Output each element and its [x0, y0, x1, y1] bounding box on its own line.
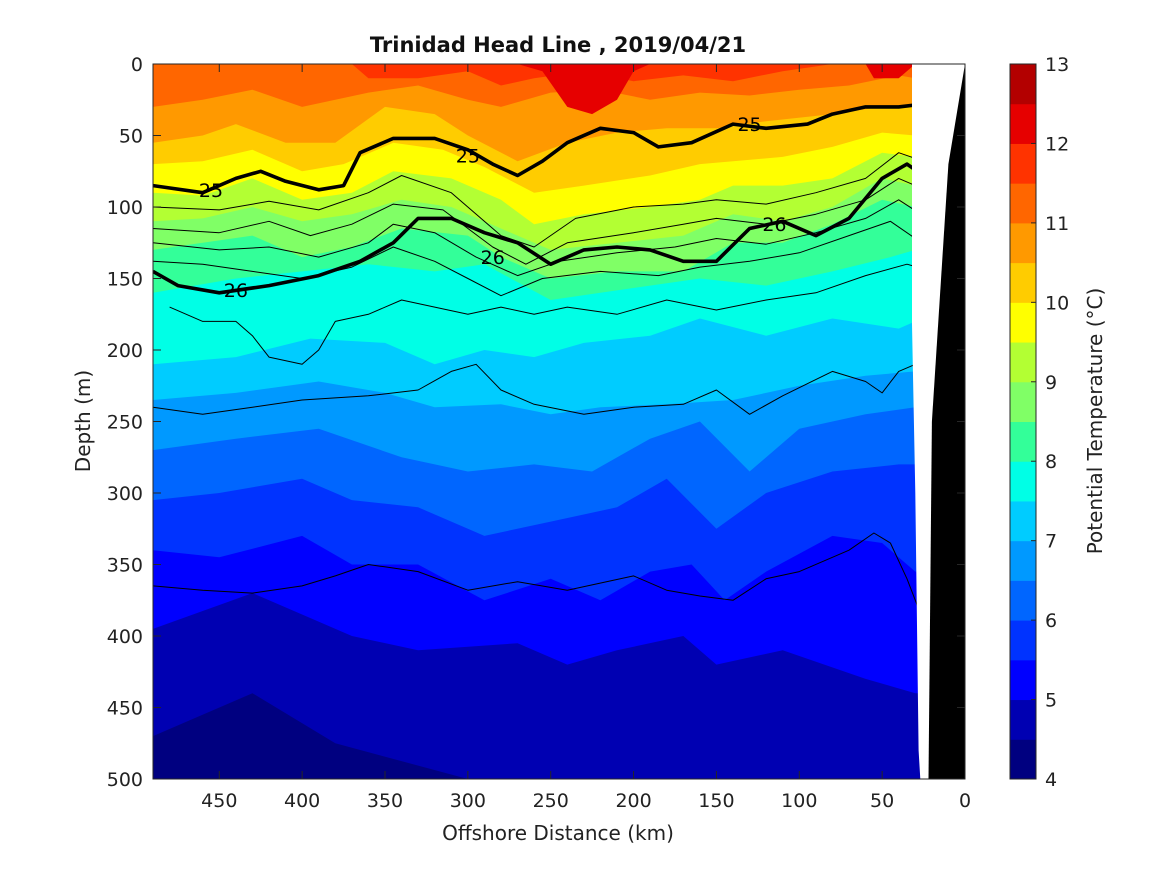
density-contour-thin-3 [153, 220, 933, 297]
x-tick-label: 0 [959, 790, 971, 812]
colorbar-frame [1009, 63, 1037, 780]
y-tick-label: 100 [107, 197, 143, 219]
plot-area: 25 25 25 26 26 26 [153, 64, 965, 779]
colorbar-segment [1010, 342, 1036, 383]
colorbar-tick-label: 13 [1045, 54, 1069, 76]
y-tick-label: 150 [107, 269, 143, 291]
colorbar-segment [1010, 620, 1036, 661]
density-contour-thin-5 [153, 363, 916, 415]
x-tick-label: 400 [284, 790, 320, 812]
colorbar-segment [1010, 183, 1036, 224]
contour-label-26: 26 [762, 214, 786, 236]
y-tick-label: 500 [107, 769, 143, 791]
density-contour-thin-1 [153, 177, 933, 265]
contour-label-26: 26 [481, 247, 505, 269]
colorbar-tick-label: 6 [1045, 610, 1057, 632]
colorbar: 4 5 6 7 8 9 10 11 12 13 [1009, 54, 1069, 791]
x-tick-label: 50 [870, 790, 894, 812]
y-tick-label: 0 [131, 54, 143, 76]
y-axis-title: Depth (m) [71, 370, 95, 472]
contour-label-26: 26 [224, 280, 248, 302]
y-tick-label: 450 [107, 698, 143, 720]
colorbar-segment [1010, 461, 1036, 502]
colorbar-segment [1010, 302, 1036, 343]
colorbar-tick-label: 10 [1045, 292, 1069, 314]
colorbar-segment [1010, 222, 1036, 264]
axes: 450 400 350 300 250 200 150 100 50 00501001502002… [107, 54, 971, 812]
contour-label-25: 25 [199, 180, 223, 202]
density-contour-25 [153, 102, 924, 195]
y-tick-label: 400 [107, 626, 143, 648]
temperature-band-12 [153, 64, 965, 115]
density-contour-thin-6 [153, 532, 925, 622]
y-tick-label: 300 [107, 483, 143, 505]
colorbar-segment [1010, 699, 1036, 740]
x-tick-label: 450 [201, 790, 237, 812]
density-contour-26 [153, 162, 933, 295]
y-tick-label: 50 [119, 126, 143, 148]
colorbar-tick-label: 12 [1045, 133, 1069, 155]
colorbar-segment [1010, 540, 1036, 581]
density-contour-thin-4 [169, 263, 933, 365]
colorbar-tick-label: 5 [1045, 690, 1057, 712]
x-tick-label: 300 [450, 790, 486, 812]
colorbar-segment [1010, 64, 1036, 105]
contour-label-25: 25 [737, 114, 761, 136]
colorbar-tick-label: 8 [1045, 451, 1057, 473]
colorbar-segment [1010, 500, 1036, 542]
x-tick-label: 250 [533, 790, 569, 812]
colorbar-segment [1010, 421, 1036, 462]
x-tick-label: 100 [781, 790, 817, 812]
y-tick-label: 350 [107, 555, 143, 577]
density-contour-thin-0 [153, 152, 933, 248]
chart-title: Trinidad Head Line , 2019/04/21 [370, 33, 746, 57]
x-tick-label: 350 [367, 790, 403, 812]
colorbar-segment [1010, 262, 1036, 303]
colorbar-segment [1010, 739, 1036, 780]
bottom-topography [928, 64, 965, 779]
colorbar-segment [1010, 381, 1036, 422]
x-tick-label: 150 [698, 790, 734, 812]
colorbar-tick-label: 9 [1045, 372, 1057, 394]
colorbar-tick-label: 7 [1045, 531, 1057, 553]
colorbar-tick-label: 11 [1045, 213, 1069, 235]
colorbar-tick-label: 4 [1045, 769, 1057, 791]
y-tick-label: 200 [107, 340, 143, 362]
colorbar-title: Potential Temperature (°C) [1083, 288, 1107, 555]
colorbar-segment [1010, 580, 1036, 621]
x-tick-label: 200 [615, 790, 651, 812]
colorbar-segment [1010, 103, 1036, 144]
colorbar-segment [1010, 143, 1036, 184]
y-tick-label: 250 [107, 412, 143, 434]
colorbar-segment [1010, 659, 1036, 701]
x-axis-title: Offshore Distance (km) [442, 821, 674, 845]
contour-label-25: 25 [456, 146, 480, 168]
